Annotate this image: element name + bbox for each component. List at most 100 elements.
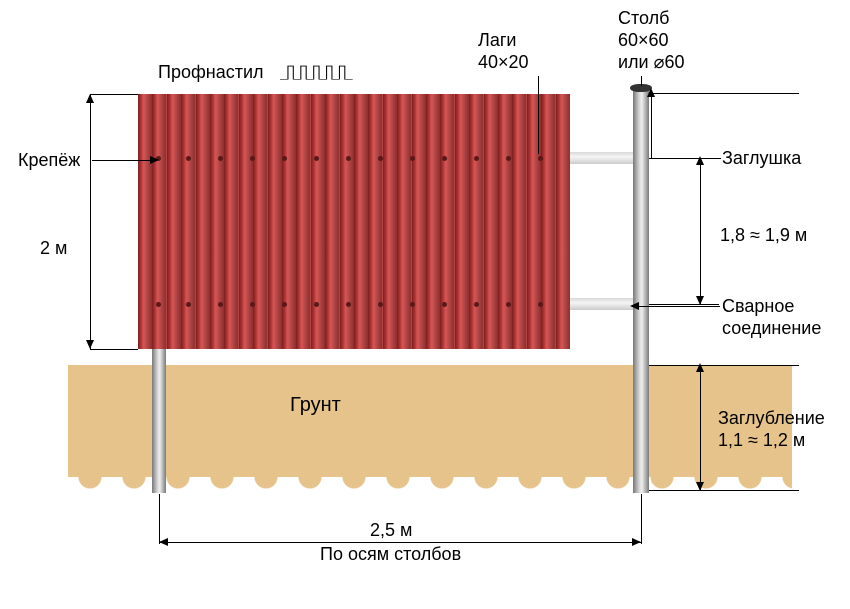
label-lagi-title: Лаги	[478, 30, 516, 51]
fastener-dot	[538, 156, 543, 161]
lag-bottom	[570, 298, 633, 310]
leader-svarnoe	[636, 306, 720, 307]
panel-rib	[340, 94, 354, 349]
fastener-dot	[282, 302, 287, 307]
dim-right-ext-bottom	[649, 490, 799, 491]
dim-right-lags-ext-b	[649, 304, 719, 305]
panel-rib	[325, 94, 339, 349]
panel-rib	[368, 94, 382, 349]
label-zaglub1: Заглубление	[718, 408, 825, 429]
arrow-icon	[630, 302, 639, 310]
profile-wave-icon: _∏_∏_∏_∏_∏_	[280, 64, 351, 80]
fastener-dot	[378, 302, 383, 307]
fastener-dot	[346, 302, 351, 307]
dim-bot-ext-l	[159, 494, 160, 544]
arrow-icon	[86, 340, 94, 349]
fastener-dot	[410, 302, 415, 307]
label-span-caption: По осям столбов	[320, 544, 461, 565]
dim-right-ext-ground	[649, 365, 799, 366]
arrow-icon	[150, 156, 159, 164]
leader-lagi-v	[538, 76, 539, 154]
dim-right-lags	[700, 158, 701, 304]
panel-rib	[268, 94, 282, 349]
arrow-icon	[696, 363, 704, 372]
fastener-dot	[378, 156, 383, 161]
arrow-icon	[159, 538, 168, 546]
dim-bot-ext-r	[641, 494, 642, 544]
dim-left-ext-top	[90, 94, 138, 95]
panel-rib	[282, 94, 296, 349]
dim-left-v	[90, 94, 91, 349]
lag-top	[570, 152, 633, 164]
leader-krepezh	[92, 160, 152, 161]
fastener-dot	[156, 302, 161, 307]
fastener-dot	[506, 302, 511, 307]
panel-rib	[426, 94, 440, 349]
panel-rib	[239, 94, 253, 349]
label-profnastil: Профнастил	[158, 62, 264, 83]
panel-rib	[541, 94, 555, 349]
panel-rib	[296, 94, 310, 349]
fastener-dot	[218, 156, 223, 161]
leader-stolb	[641, 76, 642, 86]
panel-rib	[440, 94, 454, 349]
fastener-dot	[250, 156, 255, 161]
fastener-dot	[314, 156, 319, 161]
fastener-dot	[186, 156, 191, 161]
ground-rect	[68, 365, 792, 500]
label-krepezh: Крепёж	[18, 150, 80, 171]
label-lag-span: 1,8 ≈ 1,9 м	[720, 225, 807, 246]
ground-wave	[68, 477, 792, 501]
panel-rib	[210, 94, 224, 349]
dim-right-lags-ext-t	[649, 158, 700, 159]
fastener-dot	[442, 156, 447, 161]
panel-rib	[498, 94, 512, 349]
fastener-dot	[186, 302, 191, 307]
post-left	[152, 349, 166, 493]
fastener-dot	[250, 302, 255, 307]
panel-rib	[253, 94, 267, 349]
post-right	[633, 88, 649, 493]
label-grunt: Грунт	[290, 394, 341, 417]
panel-rib	[556, 94, 570, 349]
panel-rib	[469, 94, 483, 349]
fastener-dot	[410, 156, 415, 161]
label-stolb-dim2: или ⌀60	[618, 52, 684, 73]
arrow-icon	[86, 94, 94, 103]
panel-rib	[152, 94, 166, 349]
label-svarnoe1: Сварное	[722, 296, 794, 317]
panel-rib	[138, 94, 152, 349]
panel-rib	[484, 94, 498, 349]
fastener-dot	[538, 302, 543, 307]
label-svarnoe2: соединение	[722, 318, 821, 339]
panel-rib	[412, 94, 426, 349]
panel-rib	[354, 94, 368, 349]
label-stolb-dim1: 60×60	[618, 30, 669, 51]
fastener-dot	[282, 156, 287, 161]
fastener-dot	[474, 156, 479, 161]
panel-rib	[311, 94, 325, 349]
leader-zaglushka-v	[651, 90, 652, 158]
label-zaglushka: Заглушка	[722, 148, 801, 169]
dim-left-ext-bot	[90, 349, 138, 350]
panel-rib	[512, 94, 526, 349]
panel-rib	[383, 94, 397, 349]
fastener-dot	[442, 302, 447, 307]
fastener-dot	[506, 156, 511, 161]
panel-rib	[167, 94, 181, 349]
dim-right-ext-top	[649, 93, 799, 94]
label-lagi-dim: 40×20	[478, 52, 529, 73]
panel-rib	[196, 94, 210, 349]
panel-rib	[181, 94, 195, 349]
dim-bot	[159, 542, 641, 543]
fastener-dot	[346, 156, 351, 161]
corrugated-panel	[138, 94, 570, 349]
fastener-dot	[314, 302, 319, 307]
label-zaglub2: 1,1 ≈ 1,2 м	[718, 430, 805, 451]
label-stolb-title: Столб	[618, 8, 669, 29]
fastener-dot	[218, 302, 223, 307]
leader-lagi-h	[538, 76, 539, 77]
panel-rib	[397, 94, 411, 349]
panel-rib	[455, 94, 469, 349]
panel-rib	[224, 94, 238, 349]
